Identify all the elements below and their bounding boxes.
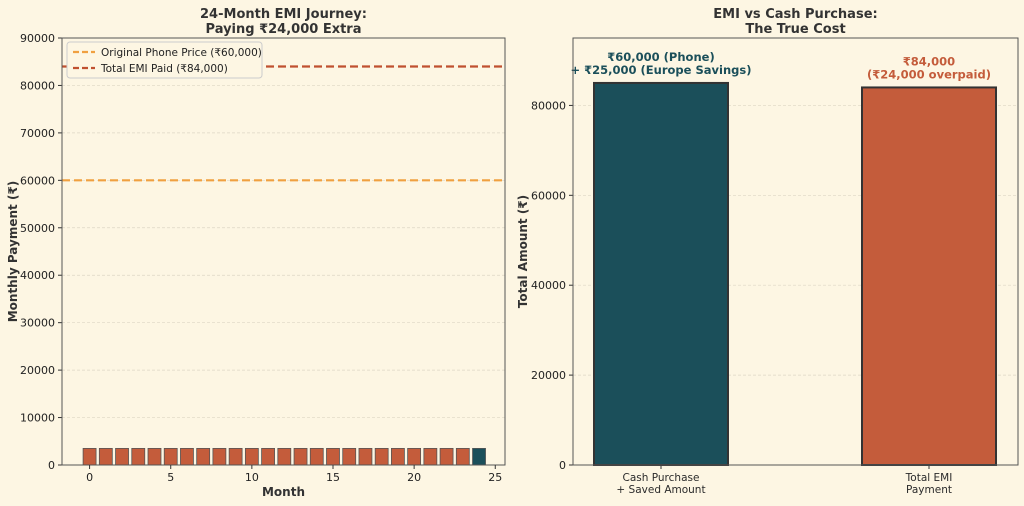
y-tick-label: 0: [559, 459, 566, 472]
x-tick-label: 10: [245, 471, 259, 484]
bar-month-17: [358, 447, 373, 466]
y-tick-label: 10000: [20, 412, 55, 425]
bar-month-19: [391, 447, 405, 466]
bar-month-12: [277, 447, 292, 466]
bar-month-13: [293, 447, 308, 466]
y-tick-label: 60000: [531, 189, 566, 202]
y-tick-label: 90000: [20, 32, 55, 45]
y-tick-label: 20000: [20, 364, 55, 377]
chart-title: The True Cost: [745, 22, 845, 37]
bar-0: [593, 81, 729, 467]
bar-month-0: [82, 447, 97, 466]
x-tick-label: Total EMI: [905, 472, 953, 484]
bar-month-7: [196, 447, 211, 466]
legend: [66, 41, 263, 79]
y-tick-label: 20000: [531, 369, 566, 382]
x-tick-label: Payment: [906, 484, 952, 496]
bar-month-22: [439, 447, 454, 466]
bar-month-18: [374, 447, 389, 466]
chart-title: 24-Month EMI Journey:: [200, 7, 367, 22]
x-tick-label: 20: [407, 471, 421, 484]
legend-label: Total EMI Paid (₹84,000): [100, 63, 228, 75]
chart-title: EMI vs Cash Purchase:: [713, 7, 877, 22]
bar-month-2: [115, 447, 129, 466]
bar-month-1: [98, 447, 113, 466]
axes-frame: [572, 37, 1019, 466]
bar-month-6: [180, 447, 194, 466]
y-tick-label: 70000: [20, 127, 55, 140]
bar-month-21: [423, 447, 438, 466]
x-tick-label: 15: [326, 471, 340, 484]
bar-1: [861, 86, 997, 466]
bar-month-5: [163, 447, 178, 466]
bar-month-4: [147, 447, 162, 466]
chart-title: Paying ₹24,000 Extra: [206, 22, 362, 37]
bar-month-24: [472, 447, 486, 466]
bar-annotation: ₹84,000: [903, 54, 955, 68]
y-tick-label: 0: [48, 459, 55, 472]
axes-frame: [61, 37, 506, 466]
bar-annotation: (₹24,000 overpaid): [867, 67, 991, 81]
y-tick-label: 30000: [20, 317, 55, 330]
x-tick-label: 0: [86, 471, 93, 484]
legend-label: Original Phone Price (₹60,000): [101, 47, 262, 59]
x-tick-label: Cash Purchase: [623, 472, 700, 484]
x-tick-label: + Saved Amount: [616, 484, 705, 496]
bar-month-20: [407, 447, 422, 466]
bar-month-14: [309, 447, 324, 466]
bar-month-3: [131, 447, 146, 466]
bar-month-15: [326, 447, 340, 466]
y-tick-label: 50000: [20, 222, 55, 235]
y-tick-label: 40000: [531, 279, 566, 292]
bar-month-9: [228, 447, 243, 466]
bar-annotation: + ₹25,000 (Europe Savings): [571, 63, 752, 77]
y-axis-label: Total Amount (₹): [516, 195, 530, 308]
y-tick-label: 80000: [20, 79, 55, 92]
y-tick-label: 60000: [20, 174, 55, 187]
bar-month-11: [261, 447, 275, 466]
bar-month-8: [212, 447, 227, 466]
bar-month-16: [342, 447, 357, 466]
y-tick-label: 80000: [531, 99, 566, 112]
bar-annotation: ₹60,000 (Phone): [607, 50, 714, 64]
y-axis-label: Monthly Payment (₹): [6, 181, 20, 323]
y-tick-label: 40000: [20, 269, 55, 282]
bar-month-10: [244, 447, 259, 466]
x-tick-label: 25: [488, 471, 502, 484]
x-axis-label: Month: [262, 485, 305, 499]
x-tick-label: 5: [167, 471, 174, 484]
bar-month-23: [455, 447, 470, 466]
